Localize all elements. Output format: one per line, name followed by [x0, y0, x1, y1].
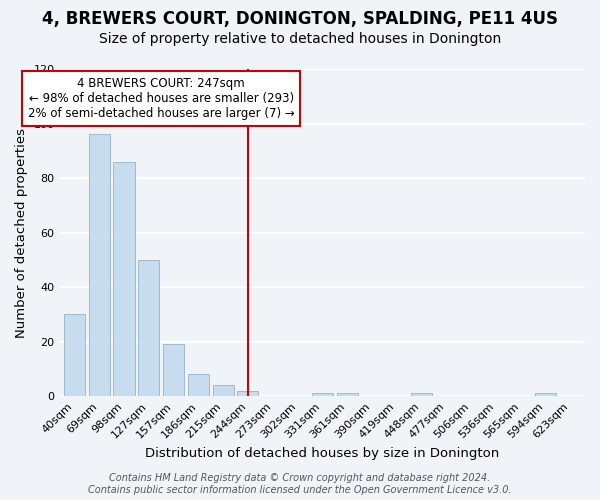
Bar: [535, 394, 556, 396]
Bar: [337, 394, 358, 396]
Bar: [212, 386, 233, 396]
Bar: [238, 391, 259, 396]
Text: Contains HM Land Registry data © Crown copyright and database right 2024.
Contai: Contains HM Land Registry data © Crown c…: [88, 474, 512, 495]
Text: 4, BREWERS COURT, DONINGTON, SPALDING, PE11 4US: 4, BREWERS COURT, DONINGTON, SPALDING, P…: [42, 10, 558, 28]
Bar: [188, 374, 209, 396]
Bar: [138, 260, 160, 396]
Bar: [411, 394, 432, 396]
Bar: [113, 162, 134, 396]
Bar: [312, 394, 333, 396]
Text: Size of property relative to detached houses in Donington: Size of property relative to detached ho…: [99, 32, 501, 46]
Bar: [89, 134, 110, 396]
X-axis label: Distribution of detached houses by size in Donington: Distribution of detached houses by size …: [145, 447, 499, 460]
Y-axis label: Number of detached properties: Number of detached properties: [15, 128, 28, 338]
Text: 4 BREWERS COURT: 247sqm
← 98% of detached houses are smaller (293)
2% of semi-de: 4 BREWERS COURT: 247sqm ← 98% of detache…: [28, 77, 295, 120]
Bar: [64, 314, 85, 396]
Bar: [163, 344, 184, 396]
